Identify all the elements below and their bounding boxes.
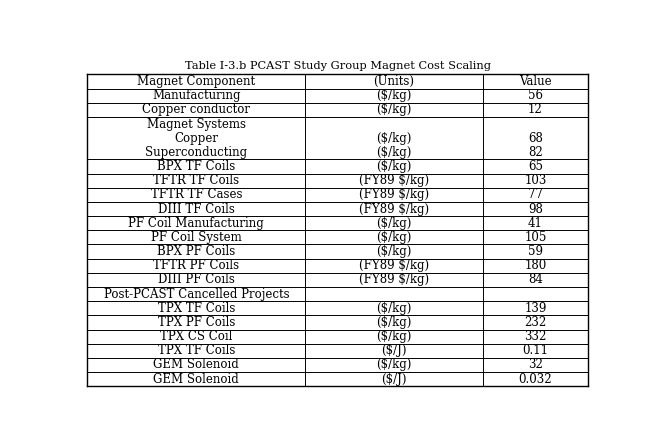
Text: (FY89 $/kg): (FY89 $/kg)	[359, 202, 429, 216]
Text: 180: 180	[525, 259, 546, 272]
Text: ($/kg): ($/kg)	[376, 146, 412, 159]
Text: 105: 105	[525, 231, 546, 244]
Text: ($/kg): ($/kg)	[376, 132, 412, 145]
Text: ($/kg): ($/kg)	[376, 316, 412, 329]
Text: ($/J): ($/J)	[382, 373, 407, 386]
Text: ($/kg): ($/kg)	[376, 245, 412, 258]
Text: BPX PF Coils: BPX PF Coils	[158, 245, 235, 258]
Text: Value: Value	[519, 75, 552, 88]
Text: 77: 77	[528, 188, 543, 202]
Text: (FY89 $/kg): (FY89 $/kg)	[359, 188, 429, 202]
Text: ($/J): ($/J)	[382, 344, 407, 357]
Text: ($/kg): ($/kg)	[376, 330, 412, 343]
Text: TFTR PF Coils: TFTR PF Coils	[154, 259, 239, 272]
Text: (FY89 $/kg): (FY89 $/kg)	[359, 174, 429, 187]
Text: ($/kg): ($/kg)	[376, 358, 412, 372]
Text: 332: 332	[525, 330, 546, 343]
Text: TFTR TF Cases: TFTR TF Cases	[151, 188, 242, 202]
Text: (FY89 $/kg): (FY89 $/kg)	[359, 259, 429, 272]
Text: Post-PCAST Cancelled Projects: Post-PCAST Cancelled Projects	[103, 288, 289, 300]
Text: ($/kg): ($/kg)	[376, 217, 412, 230]
Text: DIII PF Coils: DIII PF Coils	[158, 273, 235, 286]
Text: 32: 32	[528, 358, 543, 372]
Text: 139: 139	[525, 302, 546, 315]
Text: 0.032: 0.032	[519, 373, 552, 386]
Text: 12: 12	[528, 103, 543, 116]
Text: 41: 41	[528, 217, 543, 230]
Text: Magnet Systems: Magnet Systems	[147, 118, 246, 131]
Text: Superconducting: Superconducting	[145, 146, 247, 159]
Text: ($/kg): ($/kg)	[376, 231, 412, 244]
Text: (FY89 $/kg): (FY89 $/kg)	[359, 273, 429, 286]
Text: 84: 84	[528, 273, 543, 286]
Text: 0.11: 0.11	[523, 344, 548, 357]
Text: Copper: Copper	[175, 132, 218, 145]
Text: ($/kg): ($/kg)	[376, 302, 412, 315]
Text: TPX TF Coils: TPX TF Coils	[158, 344, 235, 357]
Text: TFTR TF Coils: TFTR TF Coils	[154, 174, 239, 187]
Text: DIII TF Coils: DIII TF Coils	[158, 202, 235, 216]
Text: 103: 103	[525, 174, 546, 187]
Text: PF Coil Manufacturing: PF Coil Manufacturing	[129, 217, 264, 230]
Text: 59: 59	[528, 245, 543, 258]
Text: GEM Solenoid: GEM Solenoid	[154, 358, 239, 372]
Text: ($/kg): ($/kg)	[376, 160, 412, 173]
Text: PF Coil System: PF Coil System	[151, 231, 242, 244]
Text: 65: 65	[528, 160, 543, 173]
Text: ($/kg): ($/kg)	[376, 103, 412, 116]
Text: ($/kg): ($/kg)	[376, 89, 412, 102]
Text: TPX PF Coils: TPX PF Coils	[158, 316, 235, 329]
Text: Copper conductor: Copper conductor	[142, 103, 250, 116]
Text: BPX TF Coils: BPX TF Coils	[158, 160, 235, 173]
Text: Table I-3.b PCAST Study Group Magnet Cost Scaling: Table I-3.b PCAST Study Group Magnet Cos…	[185, 61, 491, 71]
Text: 82: 82	[528, 146, 543, 159]
Text: 98: 98	[528, 202, 543, 216]
Text: TPX TF Coils: TPX TF Coils	[158, 302, 235, 315]
Text: Magnet Component: Magnet Component	[137, 75, 256, 88]
Text: TPX CS Coil: TPX CS Coil	[160, 330, 233, 343]
Text: GEM Solenoid: GEM Solenoid	[154, 373, 239, 386]
Text: Manufacturing: Manufacturing	[152, 89, 241, 102]
Text: 56: 56	[528, 89, 543, 102]
Text: 232: 232	[525, 316, 546, 329]
Text: 68: 68	[528, 132, 543, 145]
Text: (Units): (Units)	[374, 75, 415, 88]
